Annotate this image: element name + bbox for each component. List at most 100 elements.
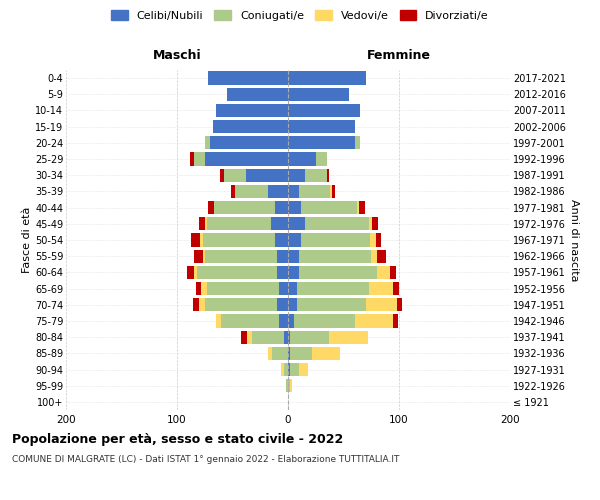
Bar [193, 298, 199, 312]
Bar [284, 330, 288, 344]
Bar [288, 152, 316, 166]
Bar [377, 266, 390, 279]
Bar [232, 185, 235, 198]
Bar [357, 201, 359, 214]
Bar [305, 168, 327, 182]
Bar [288, 234, 301, 246]
Bar [212, 120, 288, 134]
Bar [288, 120, 355, 134]
Bar [369, 282, 394, 295]
Bar [205, 217, 207, 230]
Bar [227, 88, 288, 101]
Bar [214, 201, 275, 214]
Bar [355, 314, 394, 328]
Bar [359, 201, 365, 214]
Bar [316, 152, 327, 166]
Bar [199, 298, 205, 312]
Bar [275, 234, 288, 246]
Bar [277, 250, 288, 263]
Bar [288, 250, 299, 263]
Bar [366, 298, 397, 312]
Text: Popolazione per età, sesso e stato civile - 2022: Popolazione per età, sesso e stato civil… [12, 432, 343, 446]
Bar [216, 104, 288, 117]
Bar [290, 330, 329, 344]
Bar [284, 363, 288, 376]
Bar [268, 185, 288, 198]
Bar [281, 363, 284, 376]
Bar [394, 282, 399, 295]
Bar [376, 234, 381, 246]
Bar [190, 152, 194, 166]
Bar [288, 185, 299, 198]
Bar [211, 136, 288, 149]
Bar [288, 330, 290, 344]
Bar [297, 298, 366, 312]
Bar [207, 282, 279, 295]
Bar [377, 250, 386, 263]
Bar [332, 185, 335, 198]
Bar [247, 330, 253, 344]
Bar [288, 104, 360, 117]
Bar [191, 234, 200, 246]
Bar [288, 282, 297, 295]
Bar [288, 298, 297, 312]
Bar [305, 217, 369, 230]
Bar [288, 201, 301, 214]
Text: Maschi: Maschi [152, 50, 202, 62]
Bar [288, 72, 366, 85]
Bar [203, 250, 205, 263]
Bar [224, 168, 246, 182]
Bar [194, 266, 197, 279]
Bar [371, 250, 377, 263]
Bar [253, 330, 284, 344]
Bar [268, 346, 272, 360]
Bar [199, 217, 205, 230]
Bar [329, 330, 368, 344]
Bar [208, 72, 288, 85]
Bar [277, 298, 288, 312]
Bar [194, 152, 205, 166]
Bar [288, 379, 290, 392]
Bar [235, 185, 268, 198]
Bar [196, 282, 202, 295]
Bar [394, 314, 398, 328]
Bar [369, 217, 373, 230]
Bar [288, 346, 290, 360]
Y-axis label: Fasce di età: Fasce di età [22, 207, 32, 273]
Bar [299, 363, 308, 376]
Bar [299, 266, 377, 279]
Bar [275, 201, 288, 214]
Bar [221, 314, 279, 328]
Bar [397, 298, 403, 312]
Bar [313, 346, 340, 360]
Bar [207, 217, 271, 230]
Bar [197, 266, 277, 279]
Bar [205, 250, 277, 263]
Bar [246, 168, 288, 182]
Bar [288, 314, 293, 328]
Bar [299, 250, 371, 263]
Bar [290, 363, 299, 376]
Bar [301, 234, 370, 246]
Bar [203, 234, 275, 246]
Bar [241, 330, 247, 344]
Bar [327, 168, 329, 182]
Bar [205, 298, 277, 312]
Bar [330, 185, 332, 198]
Bar [208, 201, 214, 214]
Bar [290, 379, 292, 392]
Bar [200, 234, 203, 246]
Bar [216, 314, 221, 328]
Bar [373, 217, 378, 230]
Bar [299, 185, 330, 198]
Bar [194, 250, 203, 263]
Bar [390, 266, 395, 279]
Bar [286, 379, 288, 392]
Bar [220, 168, 224, 182]
Bar [288, 363, 290, 376]
Y-axis label: Anni di nascita: Anni di nascita [569, 198, 578, 281]
Bar [187, 266, 194, 279]
Bar [279, 282, 288, 295]
Bar [277, 266, 288, 279]
Bar [290, 346, 313, 360]
